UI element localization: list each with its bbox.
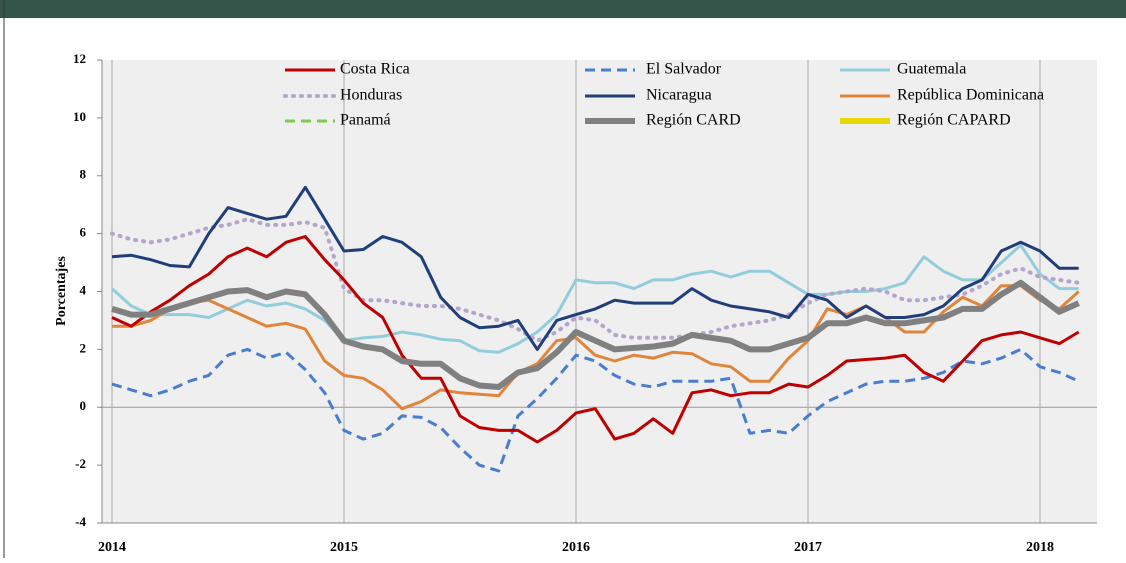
- x-tick-label: 2014: [98, 540, 126, 555]
- series-line: [110, 217, 1081, 343]
- legend-label: Región CARD: [646, 112, 741, 129]
- x-tick-label: 2017: [794, 540, 822, 555]
- plot-area: [102, 60, 1097, 523]
- legend-label: Región CAPARD: [897, 112, 1011, 129]
- series-line: [112, 284, 1080, 411]
- header-bar: [0, 0, 1126, 18]
- series-line: [110, 243, 1079, 354]
- y-tick-label: 12: [73, 51, 86, 66]
- series-line: [111, 347, 1080, 473]
- y-tick-label: 6: [80, 225, 87, 240]
- y-tick-label: 4: [80, 282, 87, 297]
- legend-label: El Salvador: [646, 61, 722, 78]
- legend-label: República Dominicana: [897, 87, 1044, 104]
- y-tick-label: -2: [75, 456, 86, 471]
- series-line: [111, 185, 1079, 351]
- y-tick-label: 8: [80, 167, 87, 182]
- y-tick-label: 10: [73, 109, 86, 124]
- legend-label: Panamá: [340, 112, 391, 129]
- legend-label: Nicaragua: [646, 87, 712, 104]
- legend-label: Guatemala: [897, 61, 966, 78]
- series-line: [111, 235, 1080, 444]
- series-line: [111, 279, 1080, 390]
- y-axis-label: Porcentajes: [54, 256, 69, 326]
- y-tick-label: 0: [80, 398, 87, 413]
- legend-label: Costa Rica: [340, 61, 410, 78]
- y-tick-label: 2: [80, 340, 87, 355]
- x-tick-label: 2015: [330, 540, 358, 555]
- x-tick-label: 2018: [1026, 540, 1054, 555]
- legend-label: Honduras: [340, 87, 402, 104]
- x-tick-label: 2016: [562, 540, 590, 555]
- y-tick-label: -4: [75, 514, 86, 529]
